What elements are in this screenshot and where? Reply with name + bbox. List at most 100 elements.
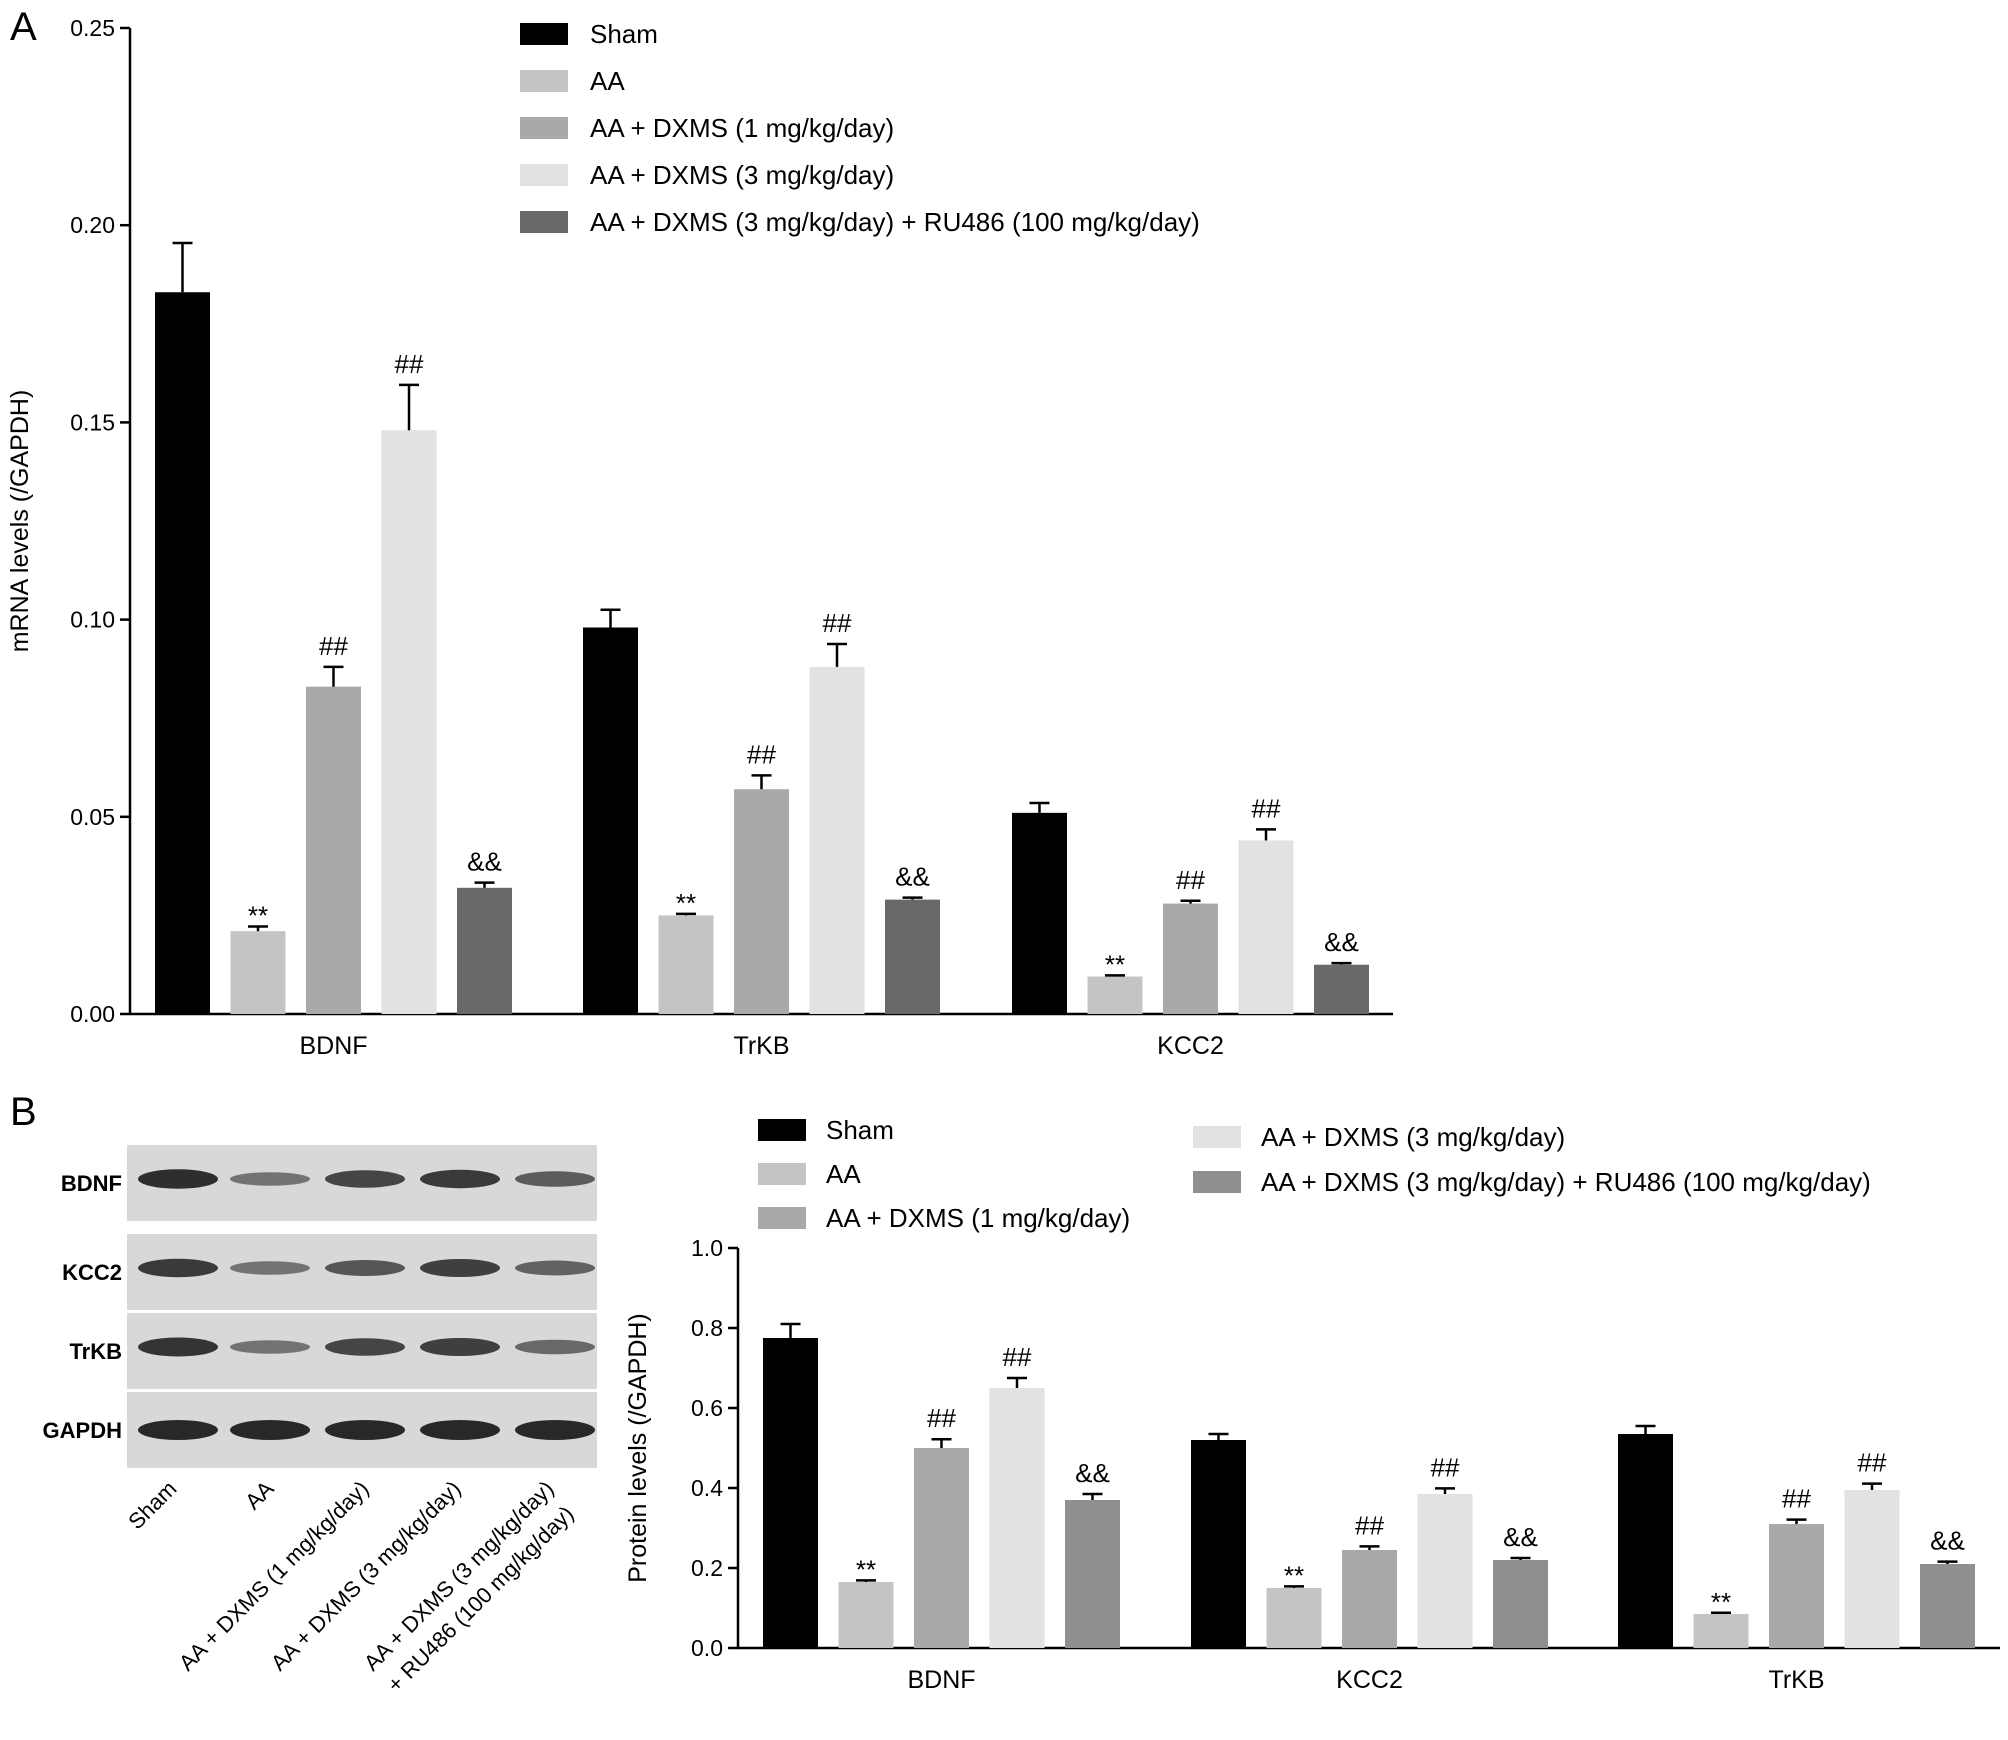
blot-band [325,1260,405,1276]
legend-swatch [758,1163,806,1185]
blot-band [515,1171,595,1187]
blot-row-label: KCC2 [62,1260,122,1285]
category-label: BDNF [299,1032,367,1060]
bar [230,931,286,1014]
bar [1266,1588,1322,1648]
blot-band [230,1172,310,1186]
blot-row-label: TrKB [69,1339,122,1364]
bar [989,1388,1045,1648]
bar [809,666,865,1014]
blot-lane-label: AA + DXMS (1 mg/kg/day) [174,1476,374,1676]
significance-label: && [1503,1522,1538,1552]
blot-band [230,1420,310,1440]
significance-label: ## [1858,1448,1887,1478]
legend-label: AA + DXMS (1 mg/kg/day) [590,113,894,143]
y-tick-label: 0.2 [691,1555,723,1581]
bar [914,1448,969,1648]
bar [1844,1490,1900,1648]
legend-swatch [520,164,568,186]
bar [1238,840,1294,1014]
blot-band [325,1338,405,1356]
y-tick-label: 0.8 [691,1315,723,1341]
bar [1065,1500,1120,1648]
blot-band [138,1420,218,1440]
category-label: BDNF [907,1666,975,1694]
legend-a: Sham AA AA + DXMS (1 mg/kg/day) AA + DXMS (… [520,19,1200,237]
y-axis-label: mRNA levels (/GAPDH) [6,390,34,653]
significance-label: ## [1176,865,1205,895]
bar [1493,1560,1548,1648]
blot-band [325,1170,405,1188]
significance-label: ** [676,888,696,918]
legend-b: Sham AA AA + DXMS (1 mg/kg/day) AA + DXMS (… [758,1115,1871,1233]
blot-band [138,1169,218,1189]
bar [457,887,512,1014]
legend-swatch [758,1119,806,1141]
significance-label: ## [1355,1510,1384,1540]
significance-label: ## [1003,1342,1032,1372]
bar [763,1338,818,1648]
legend-label: AA + DXMS (3 mg/kg/day) + RU486 (100 mg/… [590,207,1200,237]
category-label: TrKB [1768,1666,1824,1694]
significance-label: && [1324,927,1359,957]
significance-label: ** [248,900,268,930]
blot-lane-label: AA + DXMS (3 mg/kg/day) [359,1476,559,1676]
blot-band [230,1261,310,1275]
bar [885,899,940,1014]
chart-a-mrna: 0.00 0.05 0.10 0.15 0.20 0.25 mRNA levels (/GA… [6,15,1393,1060]
significance-label: ** [856,1554,876,1584]
y-tick-label: 0.10 [70,607,115,633]
panel-label-b: B [10,1090,37,1134]
significance-label: && [895,862,930,892]
category-label: TrKB [733,1032,789,1060]
bar [583,627,638,1014]
significance-label: ## [395,349,424,379]
significance-label: ## [747,739,776,769]
significance-label: ** [1105,949,1125,979]
bar [381,430,437,1015]
legend-label: AA [590,66,625,96]
y-tick-label: 0.0 [691,1635,723,1661]
legend-label: Sham [590,19,658,49]
bar [1314,964,1369,1014]
significance-label: ## [1782,1484,1811,1514]
significance-label: ## [319,631,348,661]
significance-label: && [1930,1526,1965,1556]
bar [1012,812,1067,1014]
blot-band [420,1338,500,1356]
legend-label: AA + DXMS (3 mg/kg/day) [590,160,894,190]
legend-swatch [520,211,568,233]
legend-label: AA + DXMS (3 mg/kg/day) + RU486 (100 mg/… [1261,1167,1871,1197]
y-tick-label: 1.0 [691,1235,723,1261]
legend-label: AA [826,1159,861,1189]
y-tick-label: 0.05 [70,804,115,830]
category-label: KCC2 [1336,1666,1403,1694]
blot-band [515,1260,595,1276]
blot-band [420,1420,500,1440]
blot-band [515,1339,595,1355]
legend-label: Sham [826,1115,894,1145]
significance-label: ## [823,608,852,638]
legend-swatch [520,117,568,139]
bar [306,686,361,1014]
legend-swatch [520,70,568,92]
bar [1920,1564,1975,1648]
blot-row-label: GAPDH [43,1418,122,1443]
significance-label: ## [1431,1452,1460,1482]
y-tick-label: 0.20 [70,212,115,238]
bar [1342,1550,1397,1648]
significance-label: && [467,847,502,877]
blot-row-label: BDNF [61,1171,122,1196]
legend-label: AA + DXMS (1 mg/kg/day) [826,1203,1130,1233]
y-tick-label: 0.00 [70,1001,115,1027]
significance-label: ## [927,1403,956,1433]
bar [1618,1434,1673,1648]
legend-swatch [1193,1126,1241,1148]
blot-band [230,1340,310,1354]
blot-band [420,1169,500,1189]
blot-band [325,1420,405,1440]
bar [734,789,789,1014]
bar [1693,1614,1749,1648]
